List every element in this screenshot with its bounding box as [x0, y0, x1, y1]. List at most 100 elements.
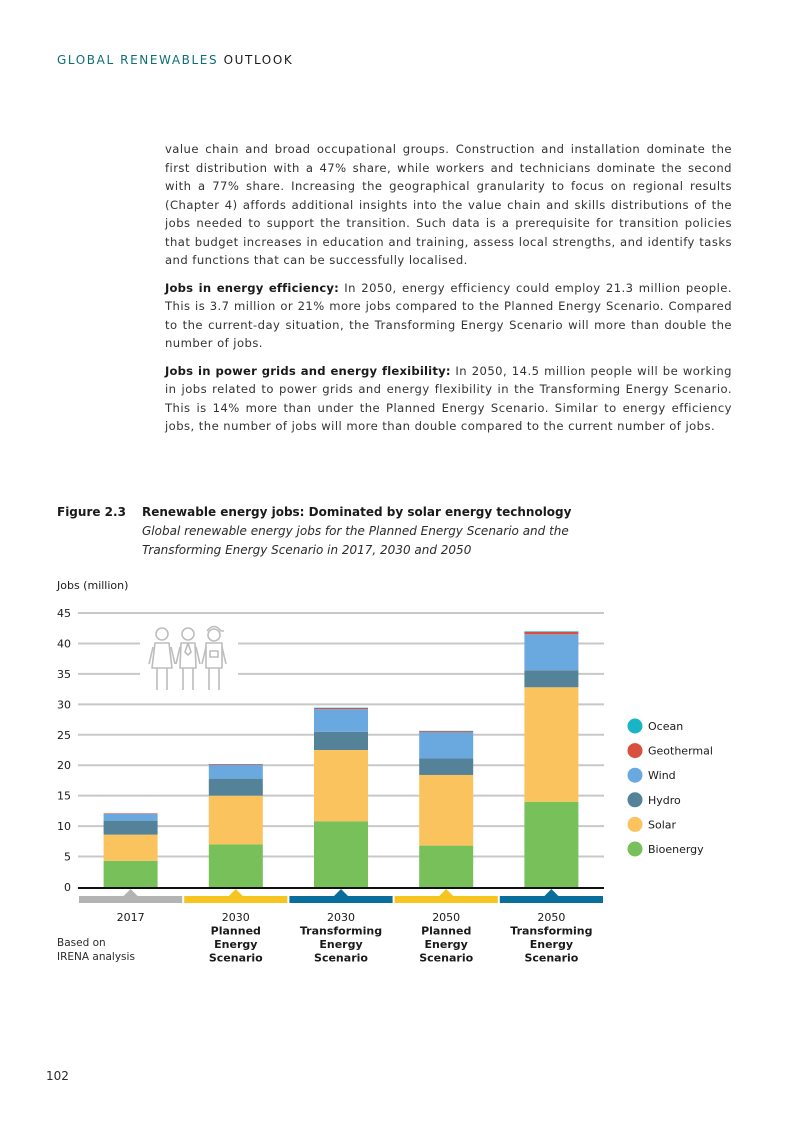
category-label-line: Energy — [530, 938, 573, 951]
legend-swatch-bioenergy — [627, 841, 643, 857]
category-label-line: 2050 — [432, 911, 460, 924]
category-band — [499, 896, 603, 903]
bar-segment-bioenergy — [208, 844, 263, 887]
bar-segment-hydro — [208, 778, 263, 796]
bar-segment-ocean — [524, 631, 579, 632]
legend-swatch-solar — [627, 816, 643, 832]
y-tick-label: 5 — [64, 851, 71, 864]
bar-segment-bioenergy — [314, 821, 368, 887]
workers-illustration-icon — [140, 624, 238, 696]
category-band-marker — [439, 889, 454, 896]
category-label: 2030 Planned Energy Scenario — [209, 911, 263, 965]
category-label: 2050 Transforming Energy Scenario — [510, 911, 592, 965]
category-band — [289, 896, 393, 903]
category-label-line: Scenario — [209, 952, 263, 965]
bar-segment-wind — [314, 709, 368, 732]
bar-segment-ocean — [419, 730, 474, 732]
y-tick-label: 25 — [57, 729, 71, 742]
category-label-line: Transforming — [300, 925, 382, 938]
category-label-line: 2030 — [327, 911, 355, 924]
bar-segment-hydro — [103, 820, 158, 835]
bar-segment-geothermal — [208, 764, 263, 765]
bar-segment-solar — [103, 834, 158, 861]
y-tick-label: 45 — [57, 607, 71, 620]
bar-segment-hydro — [524, 670, 579, 688]
y-tick-label: 10 — [57, 820, 71, 833]
category-label-line: 2030 — [222, 911, 250, 924]
bar-segment-bioenergy — [419, 845, 474, 887]
legend-swatch-geothermal — [627, 743, 643, 759]
bar-segment-geothermal — [524, 631, 579, 635]
running-header: GLOBAL RENEWABLES OUTLOOK — [57, 53, 293, 67]
page-number: 102 — [46, 1069, 69, 1083]
figure-subtitle: Global renewable energy jobs for the Pla… — [142, 524, 569, 557]
paragraph-2-lead: Jobs in energy efficiency: — [165, 280, 339, 295]
paragraph-3-lead: Jobs in power grids and energy flexibili… — [165, 363, 451, 378]
legend-label: Wind — [648, 769, 676, 782]
bar-segment-geothermal — [314, 707, 368, 710]
category-label-line: 2050 — [537, 911, 565, 924]
bar-segment-bioenergy — [103, 860, 158, 887]
legend-swatch-wind — [627, 767, 643, 783]
legend-swatch-hydro — [627, 792, 643, 808]
bar-segment-hydro — [419, 758, 474, 775]
category-label-line: Scenario — [314, 952, 368, 965]
category-label-line: Energy — [425, 938, 468, 951]
y-axis-label: Jobs (million) — [56, 579, 128, 592]
y-tick-label: 0 — [64, 881, 71, 894]
figure-title: Renewable energy jobs: Dominated by sola… — [142, 505, 572, 519]
axis-layer: Jobs (million) 0 5 10 15 20 25 30 35 40 45 2017 2030… — [56, 579, 604, 965]
category-band-marker — [228, 889, 243, 896]
source-note: Based on IRENA analysis — [57, 936, 135, 964]
bar-segment-wind — [419, 732, 474, 759]
category-band — [394, 896, 498, 903]
paragraph-3-text: In 2050, 14.5 million people will be wor… — [165, 363, 732, 434]
source-line-2: IRENA analysis — [57, 951, 135, 963]
y-tick-label: 30 — [57, 698, 71, 711]
paragraph-2-text: In 2050, energy efficiency could employ … — [165, 280, 732, 351]
header-title-teal: GLOBAL RENEWABLES — [57, 53, 219, 67]
figure-label: Figure 2.3 — [57, 505, 126, 519]
bar-segment-wind — [208, 764, 263, 779]
bar-segment-bioenergy — [524, 801, 579, 887]
category-band-marker — [544, 889, 559, 896]
y-tick-label: 15 — [57, 790, 71, 803]
legend-label: Hydro — [648, 794, 681, 807]
category-label: 2030 Transforming Energy Scenario — [300, 911, 382, 965]
paragraph-2: Jobs in energy efficiency: In 2050, ener… — [165, 279, 732, 353]
y-tick-label: 40 — [57, 637, 71, 650]
source-line-1: Based on — [57, 937, 106, 949]
category-label-line: Planned — [421, 925, 471, 938]
category-band — [184, 896, 288, 903]
bar-segment-solar — [314, 750, 368, 822]
bar-segment-solar — [419, 774, 474, 846]
category-band-marker — [123, 889, 138, 896]
category-label: 2050 Planned Energy Scenario — [419, 911, 473, 965]
body-text: value chain and broad occupational group… — [165, 140, 732, 445]
y-tick-label: 20 — [57, 759, 71, 772]
bar-segment-solar — [208, 795, 263, 845]
legend-label: Geothermal — [648, 745, 713, 758]
bar-segment-hydro — [314, 731, 368, 750]
category-band-marker — [334, 889, 348, 896]
bar-segment-wind — [524, 634, 579, 671]
bar-segment-ocean — [314, 707, 368, 709]
category-label: 2017 — [117, 911, 145, 924]
category-label-line: Transforming — [510, 925, 592, 938]
category-label-line: Scenario — [524, 952, 578, 965]
bar-layer — [103, 631, 579, 887]
category-band — [79, 896, 183, 903]
bar-segment-geothermal — [419, 731, 474, 733]
category-label-line: Scenario — [419, 952, 473, 965]
bar-segment-solar — [524, 687, 579, 802]
category-label-line: 2017 — [117, 911, 145, 924]
header-title-dark: OUTLOOK — [223, 53, 294, 67]
bar-segment-wind — [103, 813, 158, 821]
bar-segment-geothermal — [103, 813, 158, 814]
category-label-line: Energy — [214, 938, 257, 951]
legend-swatch-ocean — [627, 718, 643, 734]
category-label-line: Planned — [211, 925, 261, 938]
paragraph-3: Jobs in power grids and energy flexibili… — [165, 362, 732, 436]
y-tick-label: 35 — [57, 668, 71, 681]
